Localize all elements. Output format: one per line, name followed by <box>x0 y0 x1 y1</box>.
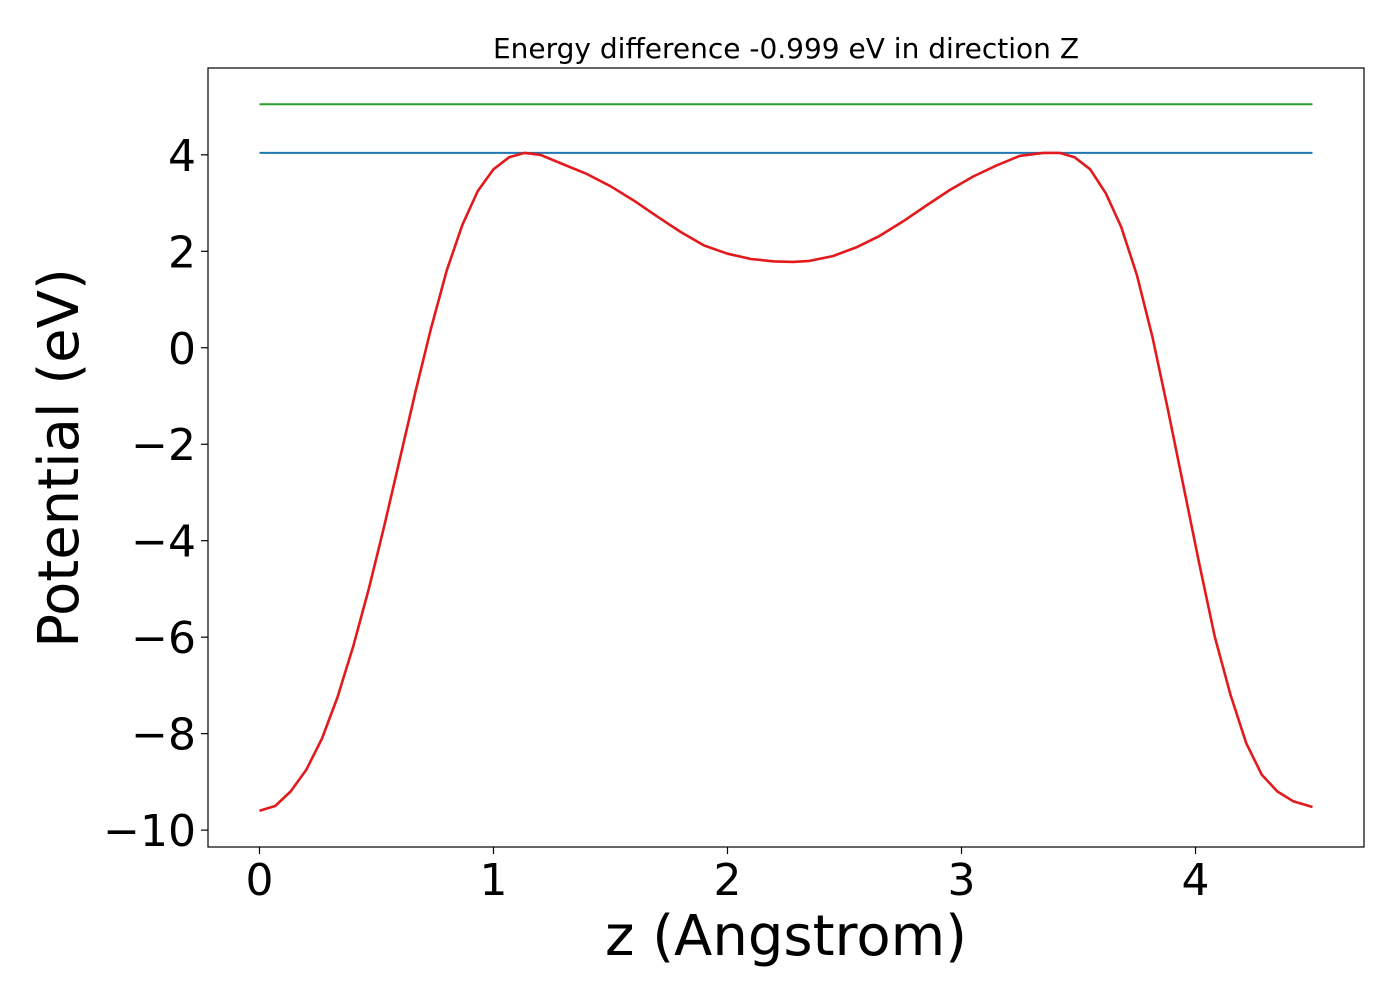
x-tick-label: 4 <box>1182 855 1210 906</box>
chart-title: Energy difference -0.999 eV in direction… <box>493 32 1079 65</box>
y-tick-label: 2 <box>168 227 196 278</box>
y-tick-label: −2 <box>131 420 196 471</box>
series-line-2 <box>259 151 1313 813</box>
y-tick-label: 4 <box>168 131 196 182</box>
axes-frame <box>207 67 1365 848</box>
x-tick-label: 3 <box>948 855 976 906</box>
x-tick-label: 1 <box>479 855 507 906</box>
plot-area <box>259 103 1313 813</box>
x-tick-label: 2 <box>713 855 741 906</box>
y-tick-label: 0 <box>168 324 196 375</box>
y-tick-label: −6 <box>131 613 196 664</box>
y-tick-label: −4 <box>131 517 196 568</box>
y-tick-label: −8 <box>131 710 196 761</box>
y-axis-ticks: −10 −8 −6 −4 −2 0 2 4 <box>103 131 208 857</box>
x-axis-ticks: 0 1 2 3 4 <box>245 847 1210 906</box>
x-axis-label: z (Angstrom) <box>605 904 967 969</box>
x-tick-label: 0 <box>245 855 273 906</box>
y-tick-label: −10 <box>103 806 196 857</box>
y-axis-label: Potential (eV) <box>27 268 92 648</box>
